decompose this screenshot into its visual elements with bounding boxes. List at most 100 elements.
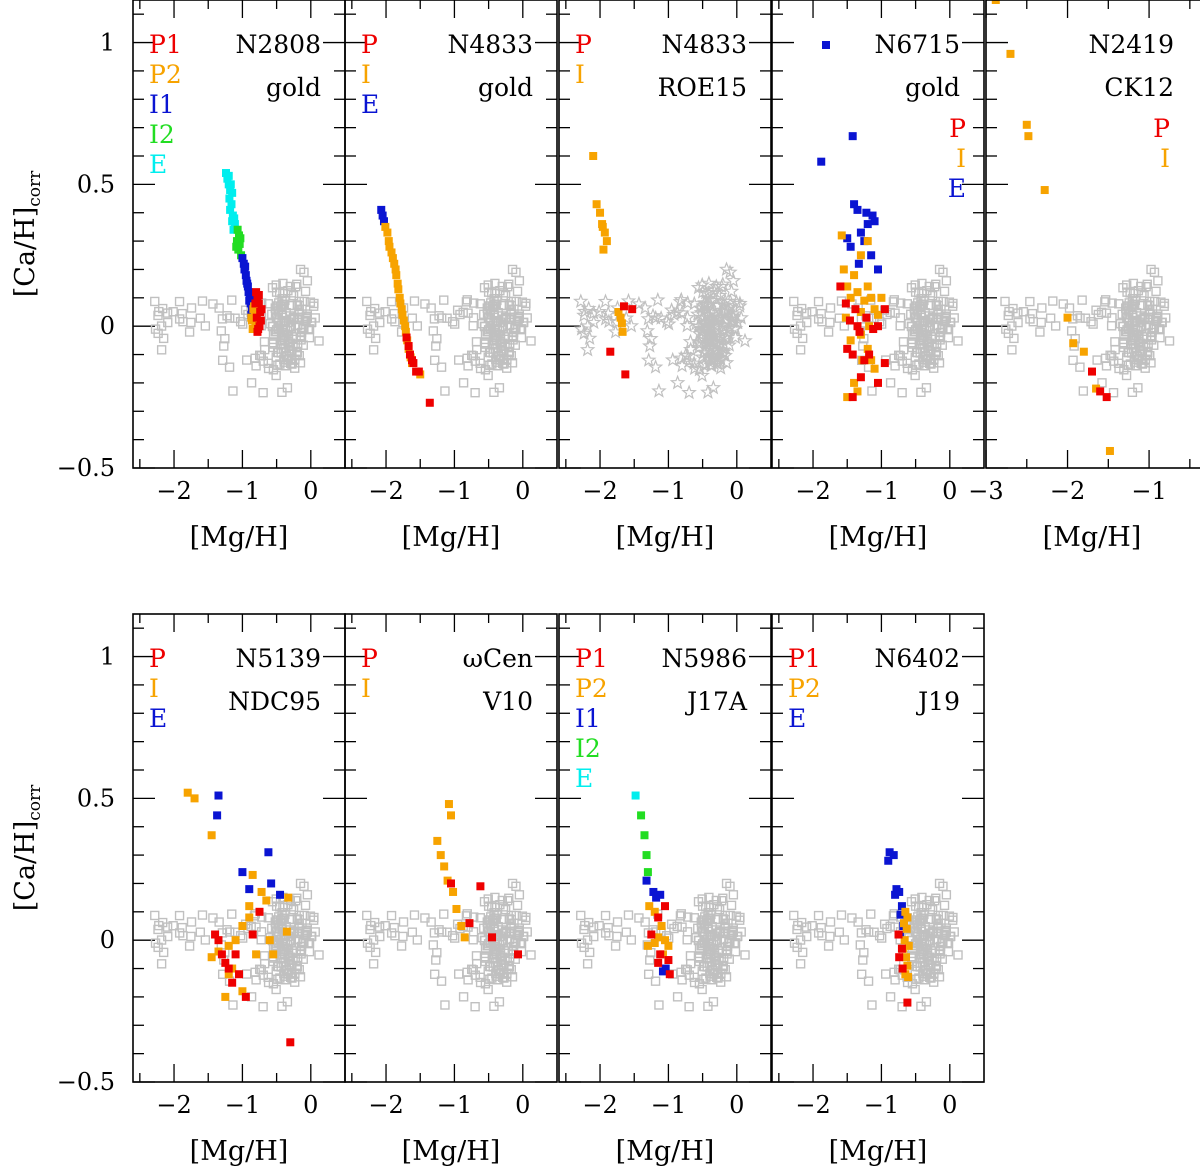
reference-square [921,997,932,1007]
reference-square [158,947,169,958]
reference-square [856,928,867,938]
reference-square [879,919,890,929]
reference-square [200,935,211,945]
reference-square [168,307,178,317]
reference-square [186,917,197,927]
reference-square [711,895,721,906]
data-point-p2 [900,936,909,945]
reference-square [390,316,400,327]
reference-square [676,909,686,919]
reference-square [292,300,303,310]
reference-square [934,264,945,275]
data-point-p2 [401,322,410,331]
reference-square [897,1002,907,1012]
reference-square [178,930,188,941]
reference-square [920,974,930,985]
reference-square [208,299,218,309]
reference-square [885,992,896,1002]
reference-square [610,941,621,951]
reference-square [729,938,739,948]
data-point-i2 [232,242,241,251]
reference-square [483,287,494,297]
reference-square [1009,333,1019,344]
data-point-i1 [243,279,252,288]
reference-square [219,341,229,351]
reference-square [490,944,501,954]
data-point-p1 [856,373,865,382]
data-point-p1 [409,359,418,368]
reference-square [407,927,418,937]
legend-entry-i1: I1 [575,704,601,733]
panel-cluster-label: N4833 [448,30,534,59]
legend-entry-e: E [149,150,167,179]
data-point-p1 [404,342,413,351]
reference-points [789,878,963,1012]
data-point-p2 [284,893,293,902]
reference-square [797,947,808,958]
panel-source-label: J19 [915,687,960,716]
legend-entry-e: E [788,704,806,733]
reference-square [368,345,379,355]
reference-star [695,344,712,359]
reference-square [449,933,460,943]
reference-square [440,386,450,396]
reference-square [409,910,420,920]
data-point-i1 [649,887,658,896]
panel-source-label: CK12 [1104,73,1174,102]
reference-star [576,325,592,340]
data-point-p2 [645,902,654,911]
reference-square [839,321,850,331]
cluster-points [589,152,637,379]
reference-square [1134,355,1144,365]
reference-square [296,335,306,345]
data-point-p1 [621,370,630,379]
data-point-p2 [1063,313,1072,322]
reference-square [298,324,308,334]
reference-square [303,324,313,334]
reference-square [890,308,900,318]
data-point-p1 [228,978,237,987]
data-point-p2 [1022,120,1031,129]
reference-square [308,915,319,925]
reference-square [858,955,868,965]
reference-square [1101,361,1112,371]
data-point-p1 [853,322,862,331]
reference-square [677,975,687,985]
data-point-p2 [616,313,625,322]
data-point-p1 [476,882,485,891]
reference-square [295,946,305,957]
data-point-p1 [214,936,223,945]
reference-square [1164,336,1175,346]
reference-square [953,950,963,960]
reference-square [436,362,447,372]
reference-square [740,950,750,960]
data-point-p2 [444,800,453,809]
reference-square [902,358,912,369]
data-point-p2 [614,308,623,316]
reference-square [1125,288,1135,298]
reference-square [370,947,381,958]
data-point-p2 [245,902,254,911]
data-point-p2 [385,242,394,251]
reference-square [1000,296,1010,307]
reference-square [156,345,167,355]
reference-square [274,288,285,298]
data-point-p2 [396,299,405,308]
reference-square [283,317,294,327]
reference-square [922,317,933,327]
reference-square [186,303,197,313]
x-tick-label: −2 [1050,477,1085,505]
data-point-p2 [865,322,874,331]
reference-square [924,281,934,292]
legend: PIE [361,30,379,119]
reference-star [719,331,735,347]
cluster-points [222,169,266,336]
data-point-p1 [256,316,265,325]
reference-square [447,931,458,941]
reference-square [634,913,644,923]
reference-square [150,324,161,334]
data-point-p1 [221,958,230,967]
data-point-p1 [606,347,615,356]
reference-square [285,972,296,982]
